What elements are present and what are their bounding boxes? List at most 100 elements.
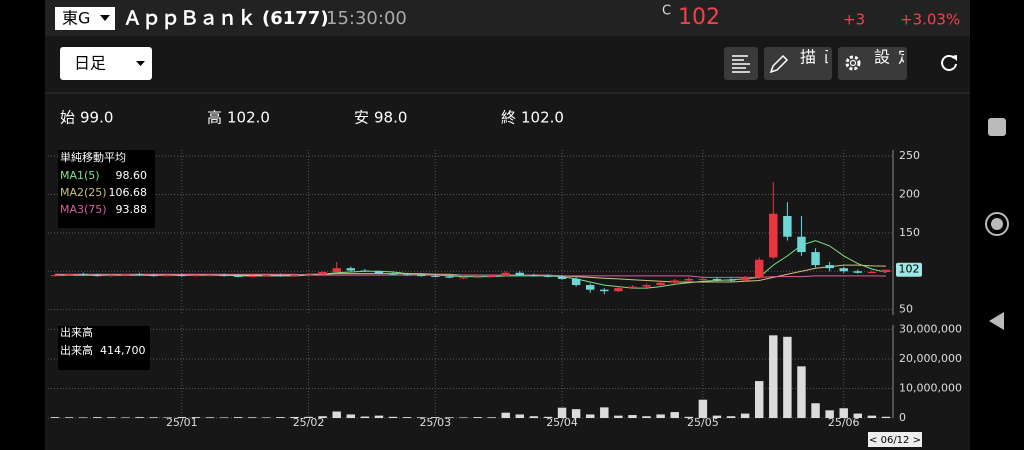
y-tick-label: 30,000,000 [899, 322, 962, 335]
nav-back[interactable] [989, 312, 1004, 330]
volume-bar [698, 399, 708, 418]
candle-body [797, 236, 806, 253]
legend-value: 106.68 [109, 186, 148, 199]
candle-body [445, 276, 454, 278]
ohlc-label: 終 [501, 109, 516, 127]
candle-body [107, 275, 116, 277]
draw-label: 描画 [800, 48, 848, 67]
volume-bar [614, 415, 623, 418]
volume-bar [205, 417, 215, 418]
x-tick-label: 25/05 [687, 416, 719, 429]
market-label: 東G [62, 9, 90, 28]
volume-bar [318, 416, 327, 418]
y-tick-label: 50 [899, 303, 913, 316]
time: 15:30:00 [326, 8, 407, 29]
legend-title: 単純移動平均 [60, 150, 126, 164]
volume-bar [571, 409, 581, 418]
candle-body [50, 275, 60, 277]
volume-bar [135, 417, 144, 418]
volume-bar [276, 417, 285, 418]
ohlc-label: 始 [60, 109, 75, 127]
candle-body [290, 275, 299, 277]
volume-bar [754, 381, 764, 418]
ohlc-value: 102.0 [521, 109, 564, 127]
volume-bar [219, 417, 229, 418]
volume-bar [684, 416, 694, 418]
draw-button[interactable] [764, 47, 832, 80]
price-tag [896, 262, 922, 277]
legend-value: 93.88 [116, 203, 148, 216]
volume-bar [600, 407, 609, 418]
candle-body [388, 273, 398, 275]
legend-name: MA2(25) [60, 186, 107, 199]
change: +3 [843, 11, 865, 29]
candle-body [93, 275, 102, 277]
candle-body [487, 275, 496, 277]
candle-body [529, 275, 539, 277]
candle-body [402, 274, 412, 276]
x-tick-label: 25/03 [419, 416, 451, 429]
x-tick-label: 25/04 [546, 416, 578, 429]
settings-button[interactable] [838, 47, 907, 80]
nav-recent[interactable] [988, 118, 1006, 136]
candle-body [839, 268, 848, 272]
candle-body [304, 274, 313, 276]
volume-bar [853, 413, 863, 418]
gear-icon-center [849, 59, 857, 67]
top-bar [45, 0, 970, 36]
candle-body [121, 274, 130, 276]
market-select[interactable] [55, 7, 115, 30]
candle-body [276, 275, 285, 277]
candle-body [783, 216, 792, 237]
candle-body [571, 278, 581, 286]
volume-bar [501, 412, 510, 418]
volume-bar [149, 417, 158, 418]
volume-bar [360, 416, 370, 418]
x-tick-label: 25/06 [828, 416, 860, 429]
volume-bar [797, 366, 806, 418]
candle-body [698, 278, 708, 280]
candle-body [642, 285, 651, 287]
x-tick-label: 25/02 [293, 416, 325, 429]
volume-bar [783, 336, 792, 418]
stock-code: (6177) [262, 8, 329, 29]
candle-body [557, 276, 567, 279]
change-pct: +3.03% [900, 11, 960, 29]
nav-home[interactable] [985, 212, 1009, 236]
candle-body [501, 272, 510, 276]
ohlc-value: 98.0 [374, 109, 407, 127]
volume-bar [557, 407, 567, 418]
ohlc-row: 始 99.0 高 102.0 安 98.0 終 102.0 [60, 109, 564, 127]
volume-bar [304, 416, 313, 418]
candle-body [163, 275, 172, 277]
period-select[interactable] [60, 47, 152, 80]
candle-body [473, 276, 482, 278]
volume-bar [262, 417, 271, 418]
candle-body [740, 277, 750, 281]
volume-bar [726, 416, 736, 418]
volume-bar [881, 416, 891, 418]
volume-bar [867, 415, 877, 418]
candle-body [135, 274, 144, 276]
settings-label: 設定 [874, 48, 922, 67]
cursor-box [868, 432, 922, 447]
volume-bar [332, 411, 341, 418]
y-tick-label: 0 [899, 411, 906, 424]
volume-bar [642, 416, 651, 418]
settings-label-clip: 設定 [874, 48, 922, 67]
candle-body [684, 278, 694, 281]
volume-bar [811, 403, 820, 418]
legend-value: 414,700 [100, 344, 146, 357]
volume-bar [839, 408, 848, 418]
price: 102 [678, 5, 720, 30]
refresh-icon[interactable] [941, 55, 957, 71]
candle-body [543, 275, 553, 277]
candle-body [628, 286, 637, 289]
period-label: 日足 [74, 54, 106, 73]
volume-bar [107, 417, 116, 418]
volume-bar [64, 417, 74, 418]
volume-bar [487, 417, 496, 418]
candle-body [149, 275, 158, 277]
volume-bar [825, 410, 834, 418]
